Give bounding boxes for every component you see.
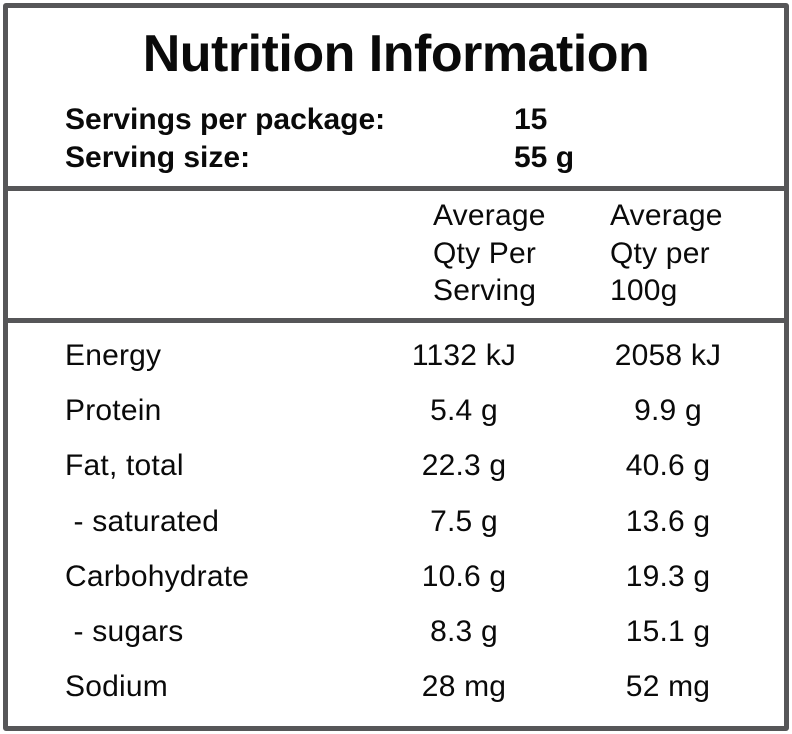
value-per-100g: 13.6 g [625, 504, 711, 538]
column-header-line: Average [610, 199, 723, 232]
value-per-serving: 7.5 g [430, 504, 498, 538]
column-headers-section: Average Qty Per Serving Average Qty per … [8, 191, 784, 318]
table-row-protein: Protein 5.4 g 9.9 g [8, 383, 784, 438]
panel-header-section: Nutrition Information Servings per packa… [8, 8, 784, 186]
servings-per-package-row: Servings per package: 15 [8, 101, 784, 139]
table-row-energy: Energy 1132 kJ 2058 kJ [8, 328, 784, 383]
section-divider-top [8, 186, 784, 191]
value-per-100g: 52 mg [625, 670, 711, 704]
column-header-line: Serving [433, 274, 537, 307]
servings-block: Servings per package: 15 Serving size: 5… [8, 101, 784, 176]
column-header-per-100g: Average Qty per 100g [610, 197, 723, 310]
nutrient-name: - saturated [65, 504, 220, 538]
section-divider-bottom [8, 318, 784, 323]
nutrient-name: Fat, total [65, 449, 184, 483]
table-row-fat-total: Fat, total 22.3 g 40.6 g [8, 439, 784, 494]
value-per-serving: 10.6 g [421, 559, 507, 593]
value-per-100g: 9.9 g [634, 393, 702, 427]
value-per-100g: 19.3 g [625, 559, 711, 593]
table-row-saturated: - saturated 7.5 g 13.6 g [8, 494, 784, 549]
value-per-100g: 40.6 g [625, 449, 711, 483]
serving-size-label: Serving size: [65, 140, 251, 174]
column-header-line: 100g [610, 274, 678, 307]
value-per-serving: 22.3 g [421, 449, 507, 483]
value-per-100g: 2058 kJ [614, 338, 722, 372]
value-per-serving: 28 mg [421, 670, 507, 704]
nutrient-name: - sugars [65, 615, 184, 649]
value-per-100g: 15.1 g [625, 615, 711, 649]
value-per-serving: 1132 kJ [411, 338, 517, 372]
nutrient-table: Energy 1132 kJ 2058 kJ Protein 5.4 g 9.9… [8, 323, 784, 726]
nutrient-name: Carbohydrate [65, 559, 250, 593]
table-row-sodium: Sodium 28 mg 52 mg [8, 660, 784, 715]
servings-per-package-value: 15 [514, 103, 548, 136]
column-header-line: Qty Per [433, 236, 537, 270]
serving-size-row: Serving size: 55 g [8, 139, 784, 177]
nutrient-name: Energy [65, 338, 162, 372]
serving-size-value: 55 g [514, 140, 575, 174]
table-row-sugars: - sugars 8.3 g 15.1 g [8, 604, 784, 659]
servings-per-package-label: Servings per package: [65, 103, 386, 136]
table-row-carbohydrate: Carbohydrate 10.6 g 19.3 g [8, 549, 784, 604]
value-per-serving: 8.3 g [430, 615, 498, 649]
column-header-line: Average [433, 199, 546, 232]
column-header-per-serving: Average Qty Per Serving [433, 197, 546, 310]
panel-title: Nutrition Information [142, 25, 650, 83]
value-per-serving: 5.4 g [430, 393, 498, 427]
nutrition-panel: Nutrition Information Servings per packa… [3, 3, 789, 731]
nutrient-name: Protein [65, 393, 162, 427]
column-header-line: Qty per [610, 236, 710, 270]
nutrient-name: Sodium [65, 670, 168, 704]
